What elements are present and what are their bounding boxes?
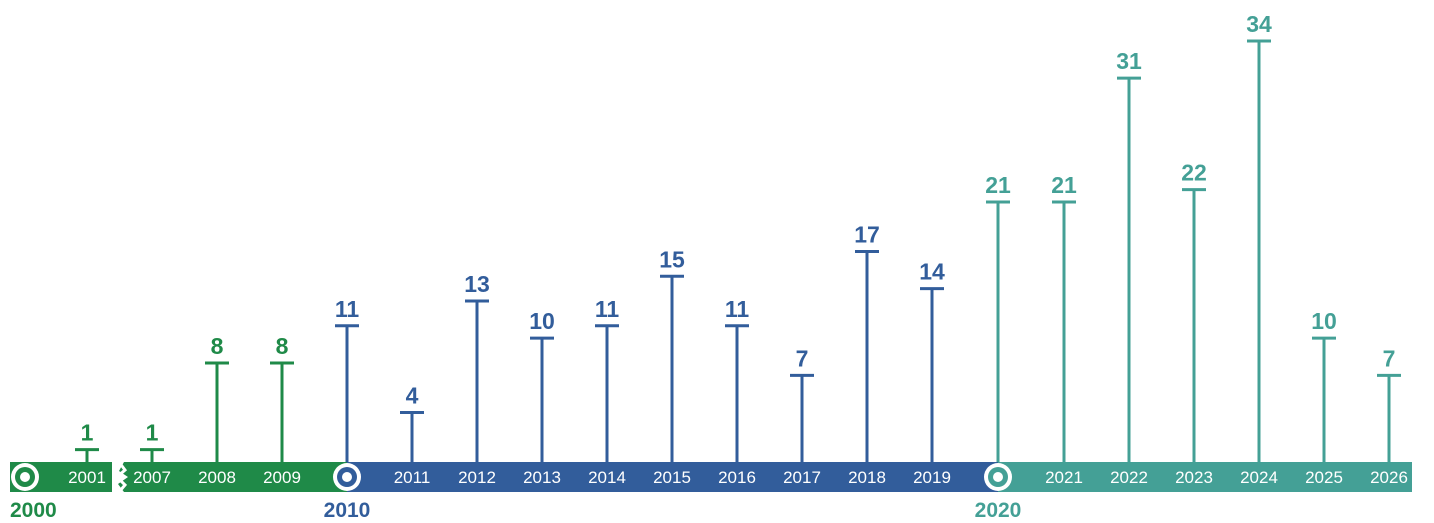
value-label-2013: 10 xyxy=(529,308,555,334)
decade-marker-dot-2010 xyxy=(342,472,352,482)
year-label-2025: 2025 xyxy=(1305,468,1343,487)
axis-break-gap xyxy=(112,462,128,492)
decade-label-2020: 2020 xyxy=(975,499,1022,522)
value-label-2019: 14 xyxy=(919,259,945,285)
year-label-2007: 2007 xyxy=(133,468,171,487)
value-label-2011: 4 xyxy=(406,382,419,408)
year-label-2011: 2011 xyxy=(394,468,431,487)
year-label-2013: 2013 xyxy=(523,468,561,487)
year-label-2021: 2021 xyxy=(1045,468,1083,487)
value-label-2007: 1 xyxy=(146,420,159,446)
value-label-2015: 15 xyxy=(659,246,685,272)
value-label-2024: 34 xyxy=(1246,11,1272,37)
value-label-2023: 22 xyxy=(1181,160,1207,186)
decade-markers: 2000 2010 2020 xyxy=(10,463,1021,522)
decade-marker-dot-2020 xyxy=(993,472,1003,482)
year-label-2014: 2014 xyxy=(588,468,626,487)
year-label-2022: 2022 xyxy=(1110,468,1148,487)
value-label-2022: 31 xyxy=(1116,48,1142,74)
value-label-2014: 11 xyxy=(595,296,620,322)
value-label-2020: 21 xyxy=(985,172,1011,198)
year-label-2008: 2008 xyxy=(198,468,236,487)
year-label-2024: 2024 xyxy=(1240,468,1278,487)
band-2020s xyxy=(998,462,1412,492)
value-label-2012: 13 xyxy=(464,271,490,297)
value-stems: 1 2001 1 2007 8 2008 8 2009 11 4 2011 13 2012 10 2013 1… xyxy=(68,11,1408,487)
year-label-2009: 2009 xyxy=(263,468,301,487)
value-label-2026: 7 xyxy=(1383,345,1396,371)
value-label-2010: 11 xyxy=(335,296,360,322)
year-label-2026: 2026 xyxy=(1370,468,1408,487)
value-label-2016: 11 xyxy=(725,296,750,322)
year-label-2016: 2016 xyxy=(718,468,756,487)
year-label-2015: 2015 xyxy=(653,468,691,487)
band-2000s xyxy=(10,462,347,492)
year-label-2017: 2017 xyxy=(783,468,821,487)
year-label-2023: 2023 xyxy=(1175,468,1213,487)
value-label-2025: 10 xyxy=(1311,308,1337,334)
year-label-2019: 2019 xyxy=(913,468,951,487)
year-label-2012: 2012 xyxy=(458,468,496,487)
value-label-2001: 1 xyxy=(81,420,94,446)
axis-break-icon xyxy=(114,461,128,493)
value-label-2009: 8 xyxy=(276,333,289,359)
band-2010s xyxy=(347,462,998,492)
value-label-2021: 21 xyxy=(1051,172,1077,198)
decade-marker-dot-2000 xyxy=(20,472,30,482)
value-label-2018: 17 xyxy=(854,222,880,248)
decade-label-2000: 2000 xyxy=(10,499,57,522)
year-label-2001: 2001 xyxy=(68,468,106,487)
decade-label-2010: 2010 xyxy=(324,499,371,522)
timeline-bands xyxy=(10,461,1412,493)
value-label-2017: 7 xyxy=(796,345,809,371)
value-label-2008: 8 xyxy=(211,333,224,359)
year-label-2018: 2018 xyxy=(848,468,886,487)
